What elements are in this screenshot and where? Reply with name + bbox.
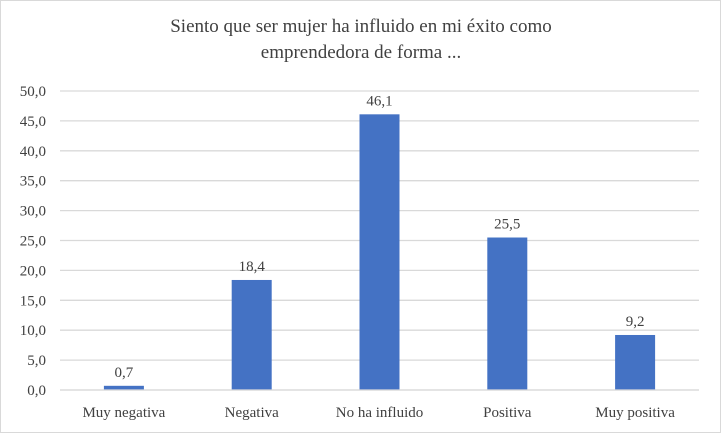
bar <box>103 385 144 390</box>
y-tick-label: 30,0 <box>20 204 46 220</box>
y-tick-label: 50,0 <box>20 84 46 100</box>
y-tick-label: 15,0 <box>20 293 46 309</box>
data-label: 46,1 <box>366 93 392 109</box>
x-tick-label: Negativa <box>225 405 279 421</box>
data-label: 18,4 <box>239 259 266 275</box>
y-tick-label: 35,0 <box>20 174 46 190</box>
x-tick-label: Muy negativa <box>82 405 165 421</box>
chart-title-line-1: Siento que ser mujer ha influido en mi é… <box>170 16 552 37</box>
y-tick-label: 10,0 <box>20 323 46 339</box>
y-tick-label: 45,0 <box>20 114 46 130</box>
data-label: 0,7 <box>115 365 134 381</box>
x-tick-label: Positiva <box>483 405 532 421</box>
chart-title: Siento que ser mujer ha influido en mi é… <box>0 14 722 66</box>
bar <box>359 114 400 391</box>
bar <box>615 334 656 390</box>
data-label: 25,5 <box>494 217 520 233</box>
bar <box>231 279 272 390</box>
y-tick-label: 0,0 <box>27 383 46 399</box>
data-label: 9,2 <box>626 314 645 330</box>
y-tick-label: 25,0 <box>20 234 46 250</box>
y-tick-label: 5,0 <box>27 353 46 369</box>
bar <box>487 237 528 390</box>
y-tick-label: 40,0 <box>20 144 46 160</box>
chart-title-line-2: emprendedora de forma ... <box>260 42 462 63</box>
x-tick-label: Muy positiva <box>595 405 675 421</box>
y-tick-label: 20,0 <box>20 263 46 279</box>
x-tick-label: No ha influido <box>336 405 424 421</box>
